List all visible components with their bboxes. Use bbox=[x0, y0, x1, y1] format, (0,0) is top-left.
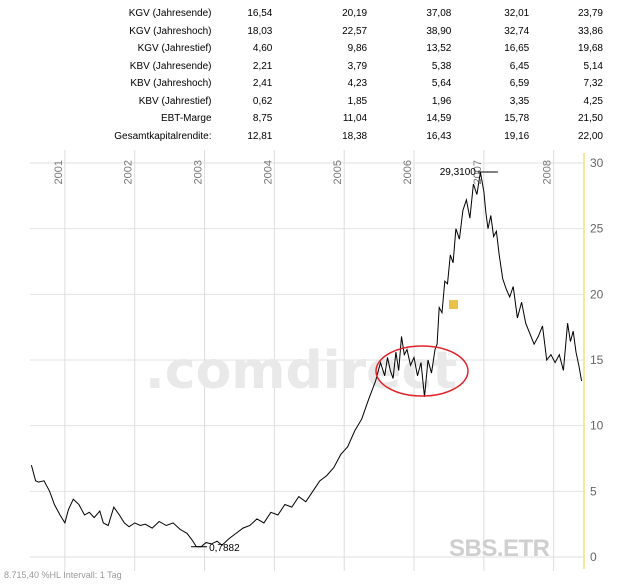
y-tick-label: 20 bbox=[590, 287, 604, 301]
x-tick-label: 2005 bbox=[332, 160, 344, 184]
stats-cell: 2,21 bbox=[252, 60, 273, 72]
stats-cell: 6,45 bbox=[509, 60, 530, 72]
chart-annotations: 29,3100 0,7882 bbox=[191, 167, 498, 554]
stats-cell: 33,86 bbox=[577, 25, 603, 37]
stats-row: KGV (Jahrestief) 4,60 9,86 13,52 16,65 19,68 bbox=[66, 40, 603, 58]
stats-row-label: KBV (Jahreshoch) bbox=[130, 78, 212, 90]
stats-cell: 32,01 bbox=[504, 8, 530, 20]
stats-row: KBV (Jahreshoch) 2,41 4,23 5,64 6,59 7,32 bbox=[66, 75, 603, 93]
stats-cell: 3,79 bbox=[347, 60, 368, 72]
stats-cell: 1,85 bbox=[347, 95, 368, 107]
stats-cell: 11,04 bbox=[342, 113, 368, 125]
stats-cell: 18,03 bbox=[247, 25, 273, 37]
stats-cell: 8,75 bbox=[252, 113, 273, 125]
highlight-circle bbox=[375, 345, 469, 397]
stats-cell: 23,79 bbox=[577, 8, 603, 20]
stats-cell: 16,54 bbox=[247, 8, 273, 20]
stats-cell: 37,08 bbox=[426, 8, 452, 20]
x-tick-label: 2001 bbox=[53, 160, 65, 184]
stats-cell: 4,25 bbox=[583, 95, 603, 107]
stats-cell: 3,35 bbox=[509, 95, 530, 107]
stats-cell: 2,41 bbox=[252, 78, 273, 90]
y-tick-label: 0 bbox=[590, 550, 597, 564]
stats-row-label: KGV (Jahreshoch) bbox=[129, 25, 212, 37]
stats-cell: 1,96 bbox=[431, 95, 452, 107]
min-value-label: 0,7882 bbox=[209, 543, 240, 554]
y-tick-label: 10 bbox=[590, 419, 604, 433]
stats-row: KBV (Jahrestief) 0,62 1,85 1,96 3,35 4,25 bbox=[66, 93, 603, 111]
stats-cell: 15,78 bbox=[504, 113, 530, 125]
stats-row: KBV (Jahresende) 2,21 3,79 5,38 6,45 5,14 bbox=[66, 58, 603, 76]
stats-row: KGV (Jahresende) 16,54 20,19 37,08 32,01 23,7… bbox=[66, 5, 603, 23]
stats-row-label: KBV (Jahrestief) bbox=[138, 95, 212, 107]
stats-cell: 6,59 bbox=[509, 78, 530, 90]
watermark-text: .comdirect bbox=[145, 341, 457, 401]
stats-cell: 12,81 bbox=[247, 130, 273, 142]
stats-row-label: KBV (Jahresende) bbox=[129, 60, 212, 72]
x-tick-label: 2002 bbox=[123, 160, 135, 184]
stats-cell: 16,65 bbox=[504, 43, 530, 55]
stats-cell: 19,16 bbox=[504, 130, 530, 142]
stats-cell: 32,74 bbox=[504, 25, 530, 37]
stats-row: KGV (Jahreshoch) 18,03 22,57 38,90 32,74 33,8… bbox=[66, 23, 603, 41]
stats-cell: 14,59 bbox=[426, 113, 452, 125]
stats-cell: 19,68 bbox=[577, 43, 603, 55]
y-tick-label: 15 bbox=[590, 353, 604, 367]
chart-grid bbox=[30, 150, 583, 571]
stats-row: EBT-Marge 8,75 11,04 14,59 15,78 21,50 bbox=[66, 110, 603, 128]
stats-cell: 16,43 bbox=[426, 130, 452, 142]
stats-cell: 5,38 bbox=[431, 60, 452, 72]
stats-cell: 21,50 bbox=[577, 113, 603, 125]
stats-cell: 22,57 bbox=[342, 25, 368, 37]
x-tick-label: 2003 bbox=[193, 160, 205, 184]
stats-cell: 20,19 bbox=[342, 8, 368, 20]
price-series-line bbox=[30, 172, 583, 548]
stats-cell: 4,60 bbox=[252, 43, 273, 55]
stats-table: KGV (Jahresende) 16,54 20,19 37,08 32,01 23,7… bbox=[66, 5, 603, 145]
stats-cell: 13,52 bbox=[426, 43, 452, 55]
event-marker[interactable] bbox=[449, 300, 458, 309]
stats-cell: 7,32 bbox=[583, 78, 603, 90]
stats-cell: 22,00 bbox=[577, 130, 603, 142]
stats-cell: 5,14 bbox=[583, 60, 603, 72]
y-tick-label: 30 bbox=[590, 156, 604, 170]
max-value-label: 29,3100 bbox=[440, 167, 477, 178]
stats-table-body: KGV (Jahresende) 16,54 20,19 37,08 32,01 23,7… bbox=[66, 5, 603, 145]
stats-cell: 38,90 bbox=[426, 25, 452, 37]
y-tick-label: 5 bbox=[590, 484, 597, 498]
y-axis: 0 5 10 15 20 25 30 bbox=[583, 153, 604, 569]
stats-cell: 18,38 bbox=[342, 130, 368, 142]
x-axis: 2001 2002 2003 2004 2005 2006 2007 2008 bbox=[53, 160, 554, 184]
stats-cell: 0,62 bbox=[252, 95, 273, 107]
stats-row-label: KGV (Jahresende) bbox=[128, 8, 212, 20]
x-tick-label: 2006 bbox=[402, 160, 414, 184]
stats-row: Gesamtkapitalrendite: 12,81 18,38 16,43 19,1… bbox=[66, 128, 603, 146]
stats-row-label: EBT-Marge bbox=[160, 113, 212, 125]
stats-cell: 4,23 bbox=[347, 78, 368, 90]
y-tick-label: 25 bbox=[590, 222, 604, 236]
stats-row-label: Gesamtkapitalrendite: bbox=[114, 130, 212, 142]
x-tick-label: 2008 bbox=[542, 160, 554, 184]
x-tick-label: 2004 bbox=[262, 160, 274, 184]
stats-cell: 9,86 bbox=[347, 43, 368, 55]
stats-cell: 5,64 bbox=[431, 78, 452, 90]
footer-info: 8.715,40 %HL Intervall: 1 Tag bbox=[4, 570, 122, 580]
ticker-label: SBS.ETR bbox=[449, 535, 550, 562]
stats-row-label: KGV (Jahrestief) bbox=[137, 43, 212, 55]
